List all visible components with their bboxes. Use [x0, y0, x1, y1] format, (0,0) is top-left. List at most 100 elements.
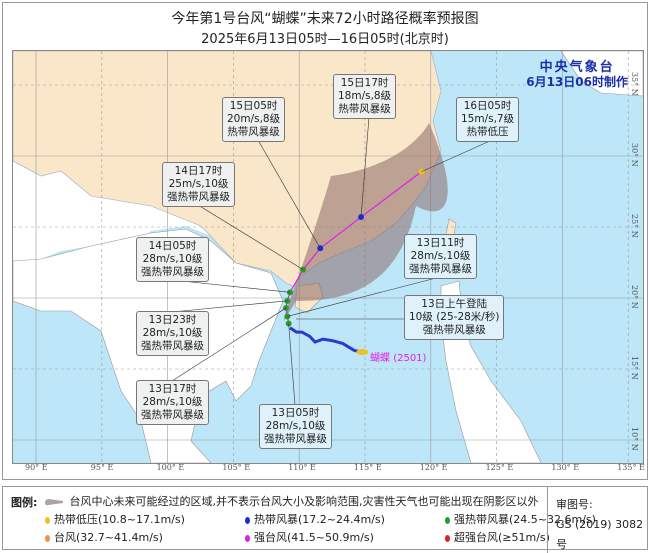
- latitude-label: 20° N: [630, 285, 639, 309]
- forecast-label-speed: 20m/s,8级: [227, 113, 281, 125]
- forecast-label-level: 强热带风暴级: [141, 266, 204, 278]
- forecast-label: 13日23时 28m/s,10级 强热带风暴级: [136, 311, 209, 356]
- intensity-dot-icon: [245, 534, 250, 542]
- agency-name: 中央气象台: [539, 60, 615, 75]
- forecast-label-level: 热带风暴级: [227, 126, 280, 138]
- longitude-label: 110° E: [288, 463, 316, 472]
- latitude-label: 10° N: [630, 427, 639, 451]
- forecast-label-speed: 28m/s,10级: [410, 250, 471, 262]
- forecast-label-speed: 28m/s,10级: [142, 253, 203, 265]
- forecast-label-level: 强热带风暴级: [141, 340, 204, 352]
- forecast-label: 15日17时 18m/s,8级 热带风暴级: [333, 74, 397, 119]
- leader-line: [171, 279, 291, 293]
- forecast-label-level: 热带低压: [466, 126, 509, 138]
- leader-line: [197, 204, 304, 270]
- landfall-label: 13日上午登陆 10级 (25-28米/秒) 强热带风暴级: [404, 295, 505, 340]
- legend-item: 热带风暴(17.2~24.4m/s): [245, 511, 385, 527]
- legend: 图例: 台风中心未来可能经过的区域,并不表示台风大小及影响范围,灾害性天气也可能…: [2, 486, 648, 553]
- latitude-label: 35° N: [630, 72, 639, 96]
- forecast-label-time: 13日05时: [271, 407, 320, 419]
- longitude-label: 135° E: [617, 463, 645, 472]
- longitude-label: 105° E: [222, 463, 251, 472]
- forecast-label-speed: 28m/s,10级: [142, 396, 203, 408]
- map-svg: [13, 51, 643, 463]
- forecast-label-speed: 28m/s,10级: [142, 327, 203, 339]
- issued-time: 6月13日06时制作: [526, 75, 628, 89]
- forecast-label-speed: 18m/s,8级: [338, 90, 392, 102]
- typhoon-name-label: 蝴蝶 (2501): [370, 349, 426, 364]
- frame: [2, 2, 648, 480]
- intensity-dot-icon: [245, 516, 250, 524]
- past-track: [289, 326, 363, 354]
- map-title: 今年第1号台风“蝴蝶”未来72小时路径概率预报图: [171, 11, 479, 27]
- leader-line: [360, 116, 370, 218]
- forecast-label-speed: 28m/s,10级: [265, 420, 326, 432]
- leader-line: [421, 139, 493, 172]
- forecast-label: 15日05时 20m/s,8级 热带风暴级: [222, 97, 286, 142]
- latitude-label: 30° N: [630, 143, 639, 167]
- typhoon-code: (2501): [393, 353, 427, 364]
- forecast-label: 13日17时 28m/s,10级 强热带风暴级: [136, 380, 209, 425]
- forecast-label-speed: 25m/s,10级: [168, 178, 229, 190]
- probability-cone: [283, 123, 448, 321]
- longitude-label: 90° E: [25, 463, 48, 472]
- legend-item-label: 热带低压(10.8~17.1m/s): [54, 513, 185, 526]
- forecast-label-time: 14日05时: [148, 240, 197, 252]
- map-area: [12, 50, 644, 464]
- forecast-label-time: 16日05时: [463, 100, 512, 112]
- forecast-label: 16日05时 15m/s,7级 热带低压: [456, 97, 520, 142]
- forecast-label-level: 强热带风暴级: [167, 191, 230, 203]
- legend-heading: 图例:: [11, 496, 38, 509]
- leader-line: [171, 307, 287, 382]
- forecast-label: 13日11时 28m/s,10级 强热带风暴级: [404, 234, 477, 279]
- typhoon-name: 蝴蝶: [370, 353, 390, 364]
- legend-item: 台风(32.7~41.4m/s): [45, 529, 163, 545]
- forecast-label-time: 15日05时: [229, 100, 278, 112]
- leader-line: [171, 300, 288, 313]
- forecast-label-level: 强热带风暴级: [409, 263, 472, 275]
- genesis-marker: [356, 348, 369, 355]
- latitude-label: 25° N: [630, 214, 639, 238]
- approval-label: 审图号:: [556, 498, 593, 511]
- forecast-label-time: 15日17时: [340, 77, 389, 89]
- forecast-label-time: 13日23时: [148, 314, 197, 326]
- legend-item: 强热带风暴(24.5~32.6m/s): [445, 511, 596, 527]
- intensity-dot-icon: [45, 516, 50, 524]
- legend-item: 热带低压(10.8~17.1m/s): [45, 511, 185, 527]
- forecast-label-speed: 15m/s,7级: [461, 113, 515, 125]
- longitude-label: 125° E: [485, 463, 514, 472]
- legend-item-label: 超强台风(≥51m/s): [454, 531, 550, 544]
- agency-stamp: 中央气象台 6月13日06时制作: [526, 60, 628, 90]
- longitude-label: 100° E: [156, 463, 185, 472]
- intensity-dot-icon: [445, 534, 450, 542]
- intensity-dot-icon: [445, 516, 450, 524]
- map-subtitle: 2025年6月13日05时—16日05时(北京时): [201, 32, 449, 47]
- forecast-label: 14日05时 28m/s,10级 强热带风暴级: [136, 237, 209, 282]
- longitude-label: 120° E: [419, 463, 448, 472]
- longitude-label: 95° E: [90, 463, 114, 472]
- forecast-label: 13日05时 28m/s,10级 强热带风暴级: [259, 404, 332, 449]
- forecast-label-level: 强热带风暴级: [141, 409, 204, 421]
- leader-line: [287, 276, 441, 317]
- legend-item-label: 强台风(41.5~50.9m/s): [254, 531, 374, 544]
- japan-korea: [560, 51, 643, 97]
- cone-icon: [45, 498, 63, 506]
- latitude-label: 15° N: [630, 356, 639, 380]
- forecast-label-time: 13日11时: [416, 237, 465, 249]
- forecast-label-level: 热带风暴级: [338, 103, 391, 115]
- intensity-dot-icon: [45, 534, 50, 542]
- approval-box: 审图号: GS (2019) 3082号: [547, 487, 648, 553]
- legend-item-label: 热带风暴(17.2~24.4m/s): [254, 513, 385, 526]
- forecast-label: 14日17时 25m/s,10级 强热带风暴级: [162, 162, 235, 207]
- approval-number: GS (2019) 3082号: [556, 518, 644, 551]
- longitude-label: 130° E: [551, 463, 580, 472]
- legend-item: 超强台风(≥51m/s): [445, 529, 550, 545]
- leader-line: [257, 139, 321, 249]
- legend-cone-label: 台风中心未来可能经过的区域,并不表示台风大小及影响范围,灾害性天气也可能出现在阴…: [69, 495, 539, 508]
- longitude-label: 115° E: [354, 463, 382, 472]
- landfall-line3: 强热带风暴级: [422, 324, 486, 336]
- landfall-line2: 10级 (25-28米/秒): [409, 311, 500, 323]
- legend-item: 强台风(41.5~50.9m/s): [245, 529, 374, 545]
- leader-line: [288, 323, 296, 406]
